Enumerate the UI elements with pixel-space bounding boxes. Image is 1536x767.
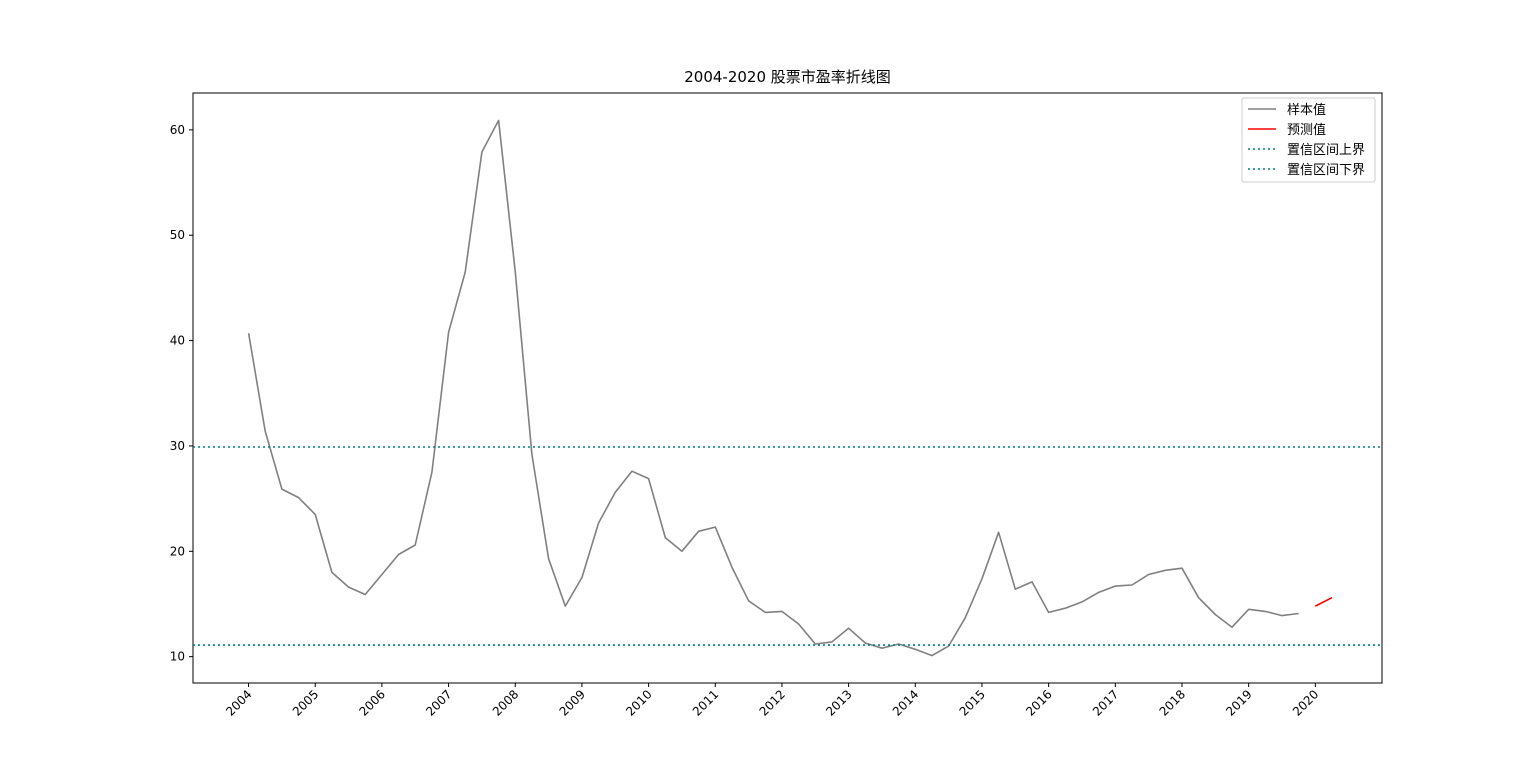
x-tick-label: 2012	[757, 687, 788, 718]
x-tick-label: 2014	[890, 687, 921, 718]
series-layer	[193, 119, 1382, 657]
x-tick-label: 2018	[1157, 687, 1188, 718]
x-tick-label: 2020	[1290, 687, 1321, 718]
y-tick-label: 30	[170, 439, 185, 453]
y-tick-label: 10	[170, 650, 185, 664]
x-tick-label: 2005	[290, 687, 321, 718]
legend-box	[1241, 97, 1376, 183]
x-tick-label: 2013	[823, 687, 854, 718]
legend-label: 置信区间下界	[1287, 163, 1365, 178]
x-tick-label: 2006	[357, 687, 388, 718]
y-tick-label: 50	[170, 228, 185, 242]
x-tick-label: 2010	[623, 687, 654, 718]
x-tick-label: 2004	[223, 687, 254, 718]
x-tick-label: 2009	[557, 687, 588, 718]
y-tick-label: 20	[170, 544, 185, 558]
legend-label: 置信区间上界	[1287, 143, 1365, 158]
legend-label: 预测值	[1287, 122, 1326, 138]
x-tick-label: 2011	[690, 687, 721, 718]
legend-label: 样本值	[1287, 102, 1326, 118]
series-line-0	[247, 119, 1299, 657]
y-tick-label: 40	[170, 334, 185, 348]
x-tick-label: 2019	[1223, 687, 1254, 718]
chart-title: 2004-2020 股票市盈率折线图	[684, 68, 891, 86]
series-line-1	[1314, 596, 1333, 607]
plot-area	[192, 92, 1383, 684]
x-tick-label: 2017	[1090, 687, 1121, 718]
x-tick-label: 2007	[423, 687, 454, 718]
x-tick-label: 2016	[1023, 687, 1054, 718]
x-tick-label: 2015	[957, 687, 988, 718]
axes: 10 20 30 40 50 60 2004 2005 2006 2007 2008 2009 2010…	[170, 123, 1322, 719]
x-tick-label: 2008	[490, 687, 521, 718]
y-tick-label: 60	[170, 123, 185, 137]
